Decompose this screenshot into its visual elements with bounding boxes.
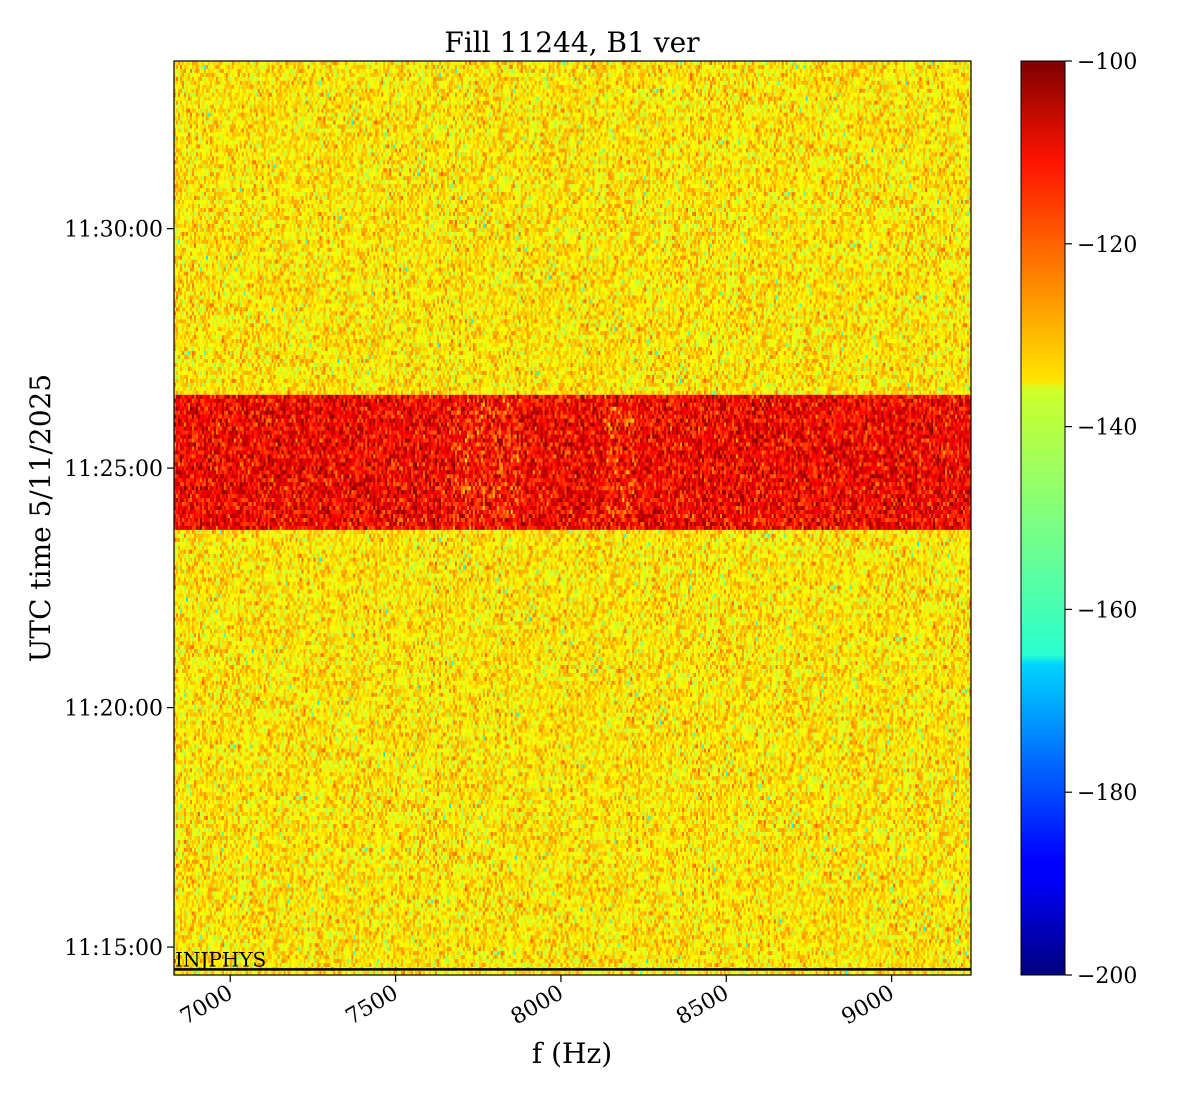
y-tick-label: 11:15:00 <box>64 936 163 961</box>
colorbar-tick-label: −160 <box>1077 598 1137 623</box>
colorbar-tick-label: −140 <box>1077 416 1137 441</box>
colorbar-gradient <box>1021 61 1065 975</box>
x-tick-label: 8000 <box>507 981 568 1031</box>
x-axis: 7000 7500 8000 8500 9000 <box>176 975 898 1030</box>
colorbar: −100 −120 −140 −160 −180 −200 <box>1021 50 1137 989</box>
x-tick-label: 9000 <box>838 981 899 1031</box>
x-tick-label: 7500 <box>342 981 403 1031</box>
y-axis: 11:15:00 11:20:00 11:25:00 11:30:00 <box>64 218 174 961</box>
x-tick-label: 7000 <box>176 981 237 1031</box>
colorbar-tick-label: −100 <box>1077 50 1137 75</box>
x-axis-label: f (Hz) <box>532 1037 612 1070</box>
y-tick-label: 11:30:00 <box>64 218 163 243</box>
y-tick-label: 11:25:00 <box>64 457 163 482</box>
colorbar-tick-label: −120 <box>1077 233 1137 258</box>
colorbar-tick-label: −200 <box>1077 964 1137 989</box>
phase-marker-label: INJPHYS <box>175 947 266 971</box>
x-tick-label: 8500 <box>672 981 733 1031</box>
colorbar-tick-label: −180 <box>1077 781 1137 806</box>
y-axis-label: UTC time 5/11/2025 <box>24 374 57 662</box>
heatmap: INJPHYS <box>174 61 971 975</box>
y-tick-label: 11:20:00 <box>64 697 163 722</box>
chart-title: Fill 11244, B1 ver <box>444 26 700 59</box>
colorbar-ticks: −100 −120 −140 −160 −180 −200 <box>1065 50 1137 989</box>
